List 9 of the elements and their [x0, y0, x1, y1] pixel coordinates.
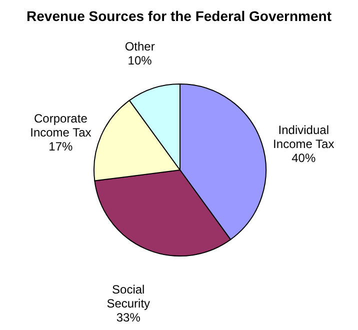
data-label: 40%	[292, 150, 316, 165]
chart-title: Revenue Sources for the Federal Government	[26, 8, 332, 24]
data-label: 33%	[116, 310, 141, 324]
slice-label: Social Security	[106, 282, 150, 310]
slice-label: Other	[124, 39, 155, 54]
data-label: 10%	[128, 53, 152, 68]
data-label: 17%	[48, 139, 74, 154]
slice-label: Corporate Income Tax	[30, 111, 92, 140]
slice-label: Individual Income Tax	[273, 122, 334, 151]
